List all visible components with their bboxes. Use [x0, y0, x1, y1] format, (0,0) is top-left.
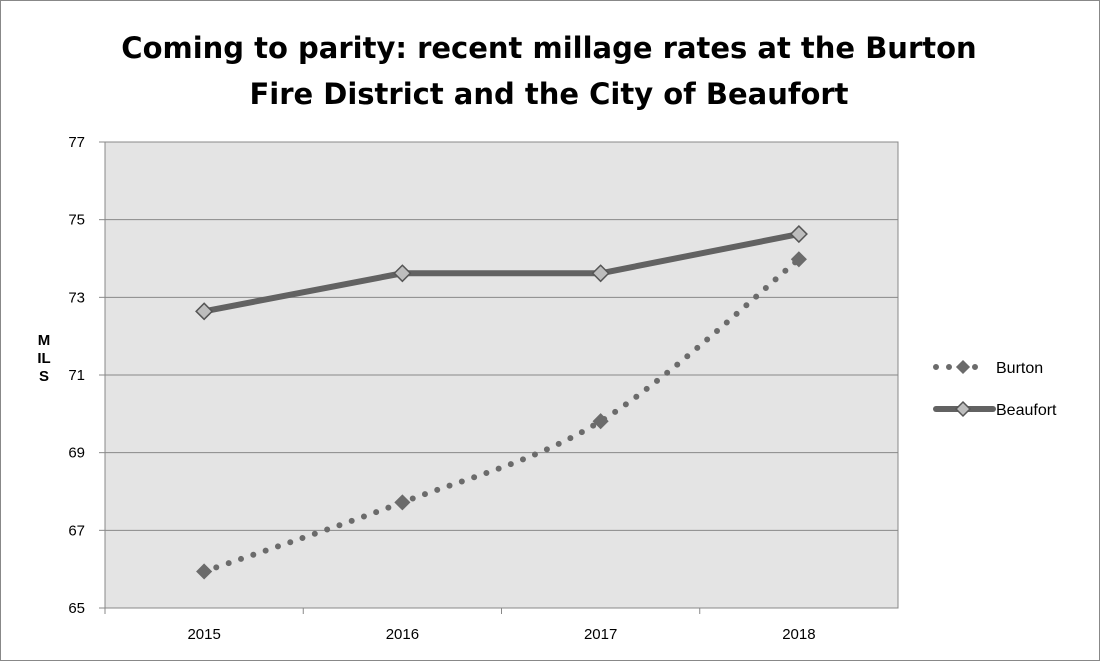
beaufort-legend-label: Beaufort: [996, 402, 1057, 419]
burton-data-point: [196, 563, 213, 580]
burton-data-point: [790, 251, 807, 268]
x-tick-label: 2018: [782, 626, 815, 643]
beaufort-data-point: [195, 302, 214, 321]
y-tick-label: 71: [68, 367, 85, 384]
x-tick-label: 2016: [386, 626, 419, 643]
chart-title-line-2: Fire District and the City of Beaufort: [249, 77, 848, 111]
y-tick-label: 73: [68, 289, 85, 306]
beaufort-data-point: [789, 224, 808, 244]
y-tick-label: 75: [68, 212, 85, 229]
burton-legend-marker: [955, 359, 971, 375]
beaufort-data-point: [393, 264, 412, 283]
y-tick-label: 69: [68, 445, 85, 462]
beaufort-legend-marker: [954, 400, 972, 418]
y-axis-label: MILS: [37, 332, 51, 385]
chart-title-line-1: Coming to parity: recent millage rates a…: [121, 31, 976, 65]
beaufort-data-point: [591, 264, 610, 283]
burton-data-point: [592, 413, 609, 430]
beaufort-series-line: [203, 231, 800, 315]
legend: Burton Beaufort: [933, 359, 1057, 419]
y-tick-label: 77: [68, 134, 85, 151]
y-tick-label: 65: [68, 600, 85, 617]
y-tick-label: 67: [68, 522, 85, 539]
burton-data-point: [394, 494, 411, 511]
x-tick-label: 2017: [584, 626, 617, 643]
burton-legend-label: Burton: [996, 360, 1043, 377]
x-tick-label: 2015: [187, 626, 220, 643]
